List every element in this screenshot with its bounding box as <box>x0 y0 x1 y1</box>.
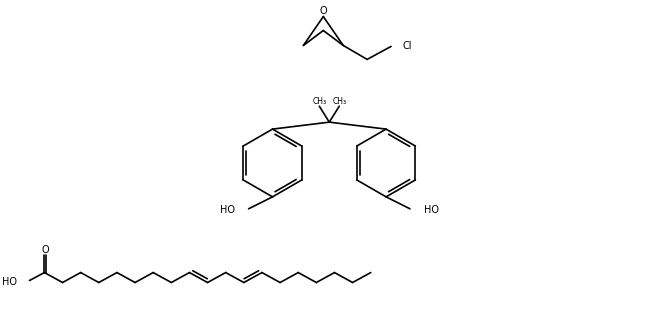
Text: HO: HO <box>220 205 235 215</box>
Text: HO: HO <box>1 277 16 287</box>
Text: CH₃: CH₃ <box>312 97 327 106</box>
Text: O: O <box>41 245 49 255</box>
Text: O: O <box>319 6 327 16</box>
Text: HO: HO <box>424 205 439 215</box>
Text: Cl: Cl <box>403 41 413 52</box>
Text: CH₃: CH₃ <box>332 97 346 106</box>
